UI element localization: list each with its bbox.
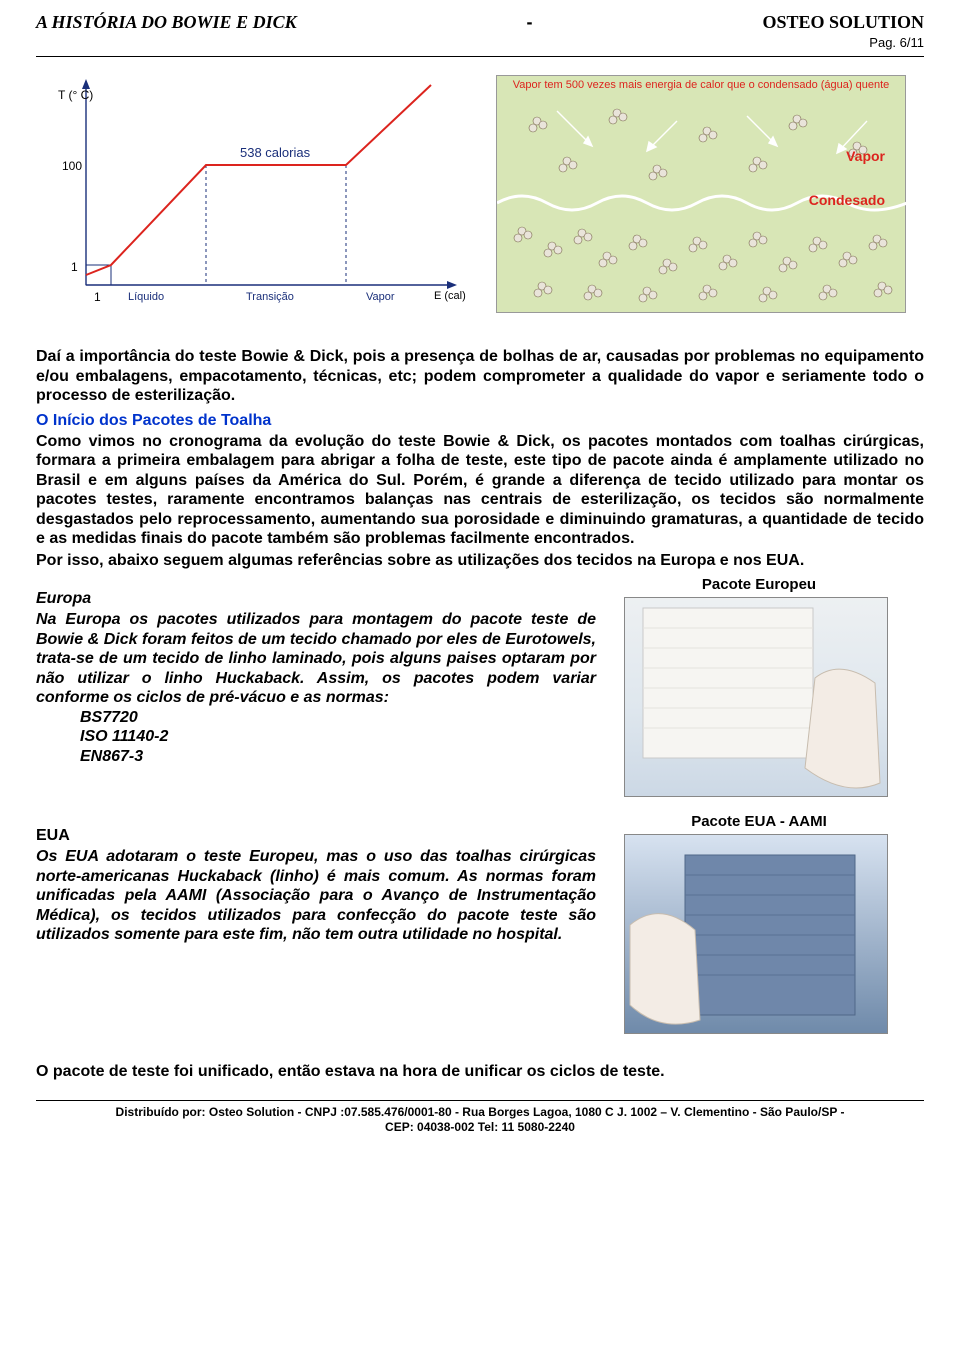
europa-text: Na Europa os pacotes utilizados para mon…: [36, 610, 596, 766]
eua-caption: Pacote EUA - AAMI: [624, 813, 894, 830]
references-intro: Por isso, abaixo seguem algumas referênc…: [36, 551, 924, 571]
europa-heading: Europa: [36, 590, 596, 608]
europa-row: Europa Na Europa os pacotes utilizados p…: [36, 576, 924, 797]
line-chart-svg: T (° C) 100 1 1 E (cal) 538 calorias Líq…: [36, 75, 466, 325]
header-separator: -: [527, 12, 533, 33]
calorias-annotation: 538 calorias: [240, 145, 311, 160]
body-text: Daí a importância do teste Bowie & Dick,…: [36, 347, 924, 570]
vapor-label: Vapor: [846, 148, 885, 164]
y-tick-1: 1: [71, 260, 78, 274]
brand-name: OSTEO SOLUTION: [762, 12, 924, 33]
eua-row: EUA Os EUA adotaram o teste Europeu, mas…: [36, 813, 924, 1034]
page-footer: Distribuído por: Osteo Solution - CNPJ :…: [36, 1105, 924, 1135]
header-rule: [36, 56, 924, 57]
x-axis-label: E (cal): [434, 290, 466, 302]
page-header: A HISTÓRIA DO BOWIE E DICK - OSTEO SOLUT…: [36, 12, 924, 33]
vapor-caption: Vapor tem 500 vezes mais energia de calo…: [497, 76, 905, 91]
intro-paragraph: Daí a importância do teste Bowie & Dick,…: [36, 347, 924, 406]
europa-photo: [624, 597, 888, 797]
standard-en867-3: EN867-3: [80, 747, 596, 767]
page-number: Pag. 6/11: [36, 35, 924, 50]
condensado-label: Condesado: [809, 192, 885, 208]
vapor-diagram: Vapor tem 500 vezes mais energia de calo…: [496, 75, 906, 313]
eua-photo: [624, 834, 888, 1034]
doc-title: A HISTÓRIA DO BOWIE E DICK: [36, 12, 297, 33]
eua-text: Os EUA adotaram o teste Europeu, mas o u…: [36, 847, 596, 945]
section-title: O Início dos Pacotes de Toalha: [36, 412, 924, 430]
footer-rule: [36, 1100, 924, 1101]
figure-row: T (° C) 100 1 1 E (cal) 538 calorias Líq…: [36, 75, 924, 325]
footer-line-2: CEP: 04038-002 Tel: 11 5080-2240: [36, 1120, 924, 1135]
europa-caption: Pacote Europeu: [624, 576, 894, 593]
towel-packets-paragraph: Como vimos no cronograma da evolução do …: [36, 432, 924, 549]
standard-bs7720: BS7720: [80, 708, 596, 728]
state-transicao: Transição: [246, 291, 294, 303]
x-tick-1: 1: [94, 290, 101, 304]
state-vapor: Vapor: [366, 291, 395, 303]
footer-line-1: Distribuído por: Osteo Solution - CNPJ :…: [36, 1105, 924, 1120]
energy-chart: T (° C) 100 1 1 E (cal) 538 calorias Líq…: [36, 75, 466, 325]
eua-heading: EUA: [36, 827, 596, 845]
standard-iso11140-2: ISO 11140-2: [80, 727, 596, 747]
y-axis-label: T (° C): [58, 88, 93, 102]
europa-paragraph: Na Europa os pacotes utilizados para mon…: [36, 611, 596, 706]
y-tick-100: 100: [62, 159, 82, 173]
closing-paragraph: O pacote de teste foi unificado, então e…: [36, 1062, 924, 1082]
state-liquido: Líquido: [128, 291, 164, 303]
